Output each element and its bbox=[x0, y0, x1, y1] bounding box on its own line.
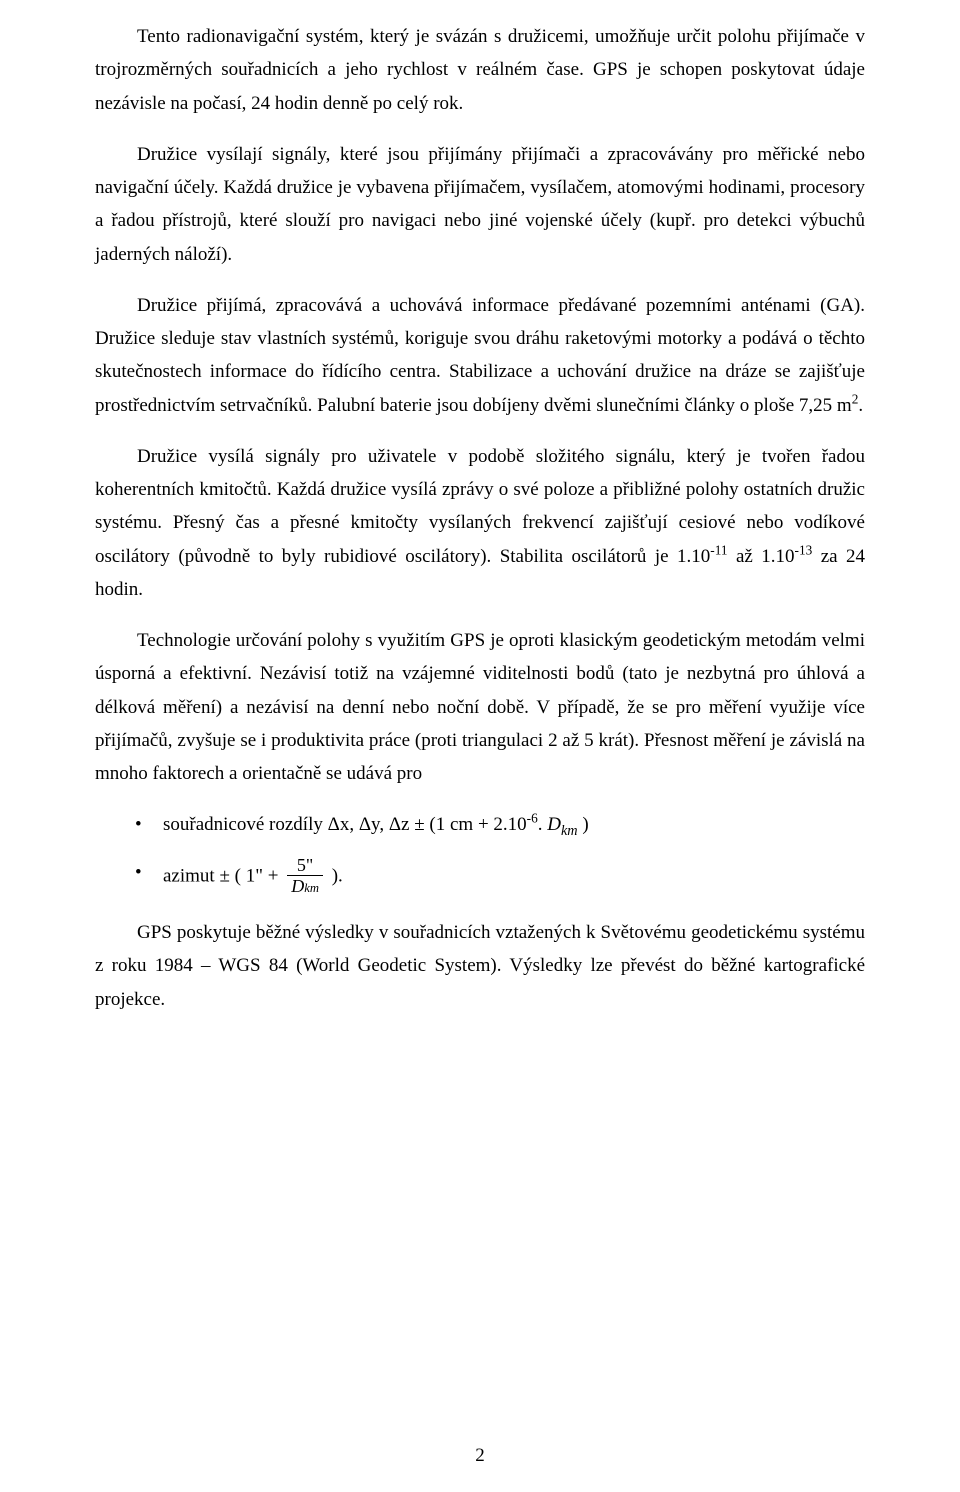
paragraph-4-superscript-1: -11 bbox=[710, 542, 727, 557]
bullet-1-text-b: . bbox=[538, 814, 548, 835]
document-page: Tento radionavigační systém, který je sv… bbox=[0, 0, 960, 1492]
paragraph-3-text-a: Družice přijímá, zpracovává a uchovává i… bbox=[95, 295, 865, 416]
bullet-1-text-c: ) bbox=[578, 814, 589, 835]
paragraph-3: Družice přijímá, zpracovává a uchovává i… bbox=[95, 289, 865, 422]
bullet-1-text-a: souřadnicové rozdíly Δx, Δy, Δz ± (1 cm … bbox=[163, 814, 527, 835]
page-number: 2 bbox=[0, 1439, 960, 1472]
bullet-2-fraction-denominator: Dkm bbox=[287, 876, 323, 898]
bullet-2-fraction-numerator: 5" bbox=[287, 856, 323, 877]
bullet-1-variable: D bbox=[547, 814, 561, 835]
paragraph-4: Družice vysílá signály pro uživatele v p… bbox=[95, 440, 865, 606]
bullet-1-subscript: km bbox=[561, 823, 578, 839]
paragraph-4-text-b: až 1.10 bbox=[728, 546, 795, 567]
bullet-2-text-b: ). bbox=[327, 865, 343, 886]
paragraph-5-text: Technologie určování polohy s využitím G… bbox=[95, 630, 865, 784]
accuracy-bullet-list: souřadnicové rozdíly Δx, Δy, Δz ± (1 cm … bbox=[95, 808, 865, 898]
paragraph-1-text: Tento radionavigační systém, který je sv… bbox=[95, 26, 865, 114]
paragraph-6-text: GPS poskytuje běžné výsledky v souřadnic… bbox=[95, 922, 865, 1010]
paragraph-5: Technologie určování polohy s využitím G… bbox=[95, 624, 865, 790]
list-item-coords: souřadnicové rozdíly Δx, Δy, Δz ± (1 cm … bbox=[163, 808, 865, 841]
paragraph-2-text: Družice vysílají signály, které jsou při… bbox=[95, 144, 865, 265]
list-item-azimuth: azimut ± ( 1" + 5"Dkm ). bbox=[163, 856, 865, 899]
bullet-2-text-a: azimut ± ( 1" + bbox=[163, 865, 283, 886]
bullet-2-fraction-sub: km bbox=[304, 881, 319, 895]
bullet-2-fraction-var: D bbox=[291, 876, 304, 896]
paragraph-1: Tento radionavigační systém, který je sv… bbox=[95, 20, 865, 120]
paragraph-3-text-b: . bbox=[858, 395, 863, 416]
paragraph-2: Družice vysílají signály, které jsou při… bbox=[95, 138, 865, 271]
bullet-1-superscript: -6 bbox=[527, 811, 538, 826]
paragraph-6: GPS poskytuje běžné výsledky v souřadnic… bbox=[95, 916, 865, 1016]
bullet-2-fraction: 5"Dkm bbox=[287, 856, 323, 899]
paragraph-4-superscript-2: -13 bbox=[795, 542, 813, 557]
